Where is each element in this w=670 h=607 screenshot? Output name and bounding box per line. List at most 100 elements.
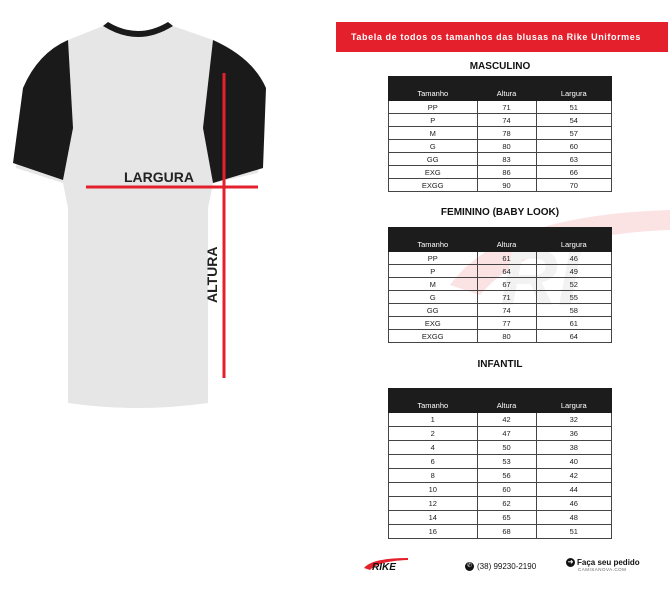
- table-cell: 67: [476, 277, 537, 291]
- table-cell: 48: [535, 510, 613, 525]
- table-cell: G: [388, 139, 478, 153]
- table-cell: M: [388, 126, 478, 140]
- infantil-title: INFANTIL: [477, 359, 523, 370]
- table-cell: 4: [388, 440, 478, 455]
- table-cell: 60: [476, 482, 537, 497]
- table-row: EXG 86 66: [388, 165, 613, 179]
- table-row: 2 47 36: [388, 426, 613, 441]
- table-cell: 50: [476, 440, 537, 455]
- table-cell: 38: [535, 440, 613, 455]
- table-row: 1 42 32: [388, 412, 613, 427]
- table-row: GG 74 58: [388, 303, 613, 317]
- column-header: Largura: [535, 76, 613, 101]
- order-label: Faça seu pedido: [577, 558, 640, 567]
- table-row: 6 53 40: [388, 454, 613, 469]
- table-cell: 68: [476, 524, 537, 539]
- title-banner: Tabela de todos os tamanhos das blusas n…: [336, 22, 668, 52]
- site-link[interactable]: CAMISANOVA.COM: [578, 567, 627, 572]
- table-cell: 80: [476, 139, 537, 153]
- table-row: G 80 60: [388, 139, 613, 153]
- table-cell: 64: [535, 329, 613, 343]
- phone-number: (38) 99230-2190: [477, 562, 537, 571]
- table-cell: G: [388, 290, 478, 304]
- feminino-title: FEMININO (BABY LOOK): [440, 207, 560, 218]
- table-cell: 49: [535, 264, 613, 278]
- table-cell: GG: [388, 152, 478, 166]
- column-header: Altura: [476, 227, 537, 252]
- table-cell: 70: [535, 178, 613, 192]
- infantil-table: Tamanho Altura Largura 1 42 32 2 47 36 4 50 38 6 53 40…: [388, 388, 613, 539]
- table-cell: PP: [388, 251, 478, 265]
- table-row: P 64 49: [388, 264, 613, 278]
- column-header: Largura: [535, 227, 613, 252]
- table-cell: 8: [388, 468, 478, 483]
- table-cell: EXG: [388, 165, 478, 179]
- table-cell: M: [388, 277, 478, 291]
- table-cell: 32: [535, 412, 613, 427]
- table-row: 8 56 42: [388, 468, 613, 483]
- table-cell: 63: [535, 152, 613, 166]
- table-cell: EXG: [388, 316, 478, 330]
- table-cell: GG: [388, 303, 478, 317]
- column-header: Altura: [476, 76, 537, 101]
- table-row: M 78 57: [388, 126, 613, 140]
- table-row: GG 83 63: [388, 152, 613, 166]
- table-cell: 57: [535, 126, 613, 140]
- table-cell: 74: [476, 113, 537, 127]
- column-header: Tamanho: [388, 76, 478, 101]
- table-row: PP 61 46: [388, 251, 613, 265]
- column-header: Altura: [476, 388, 537, 413]
- table-cell: 2: [388, 426, 478, 441]
- table-row: EXGG 90 70: [388, 178, 613, 192]
- table-row: 12 62 46: [388, 496, 613, 511]
- table-cell: 47: [476, 426, 537, 441]
- table-cell: EXGG: [388, 178, 478, 192]
- table-cell: 86: [476, 165, 537, 179]
- header-row: Tamanho Altura Largura: [388, 227, 613, 252]
- table-cell: 10: [388, 482, 478, 497]
- column-header: Largura: [535, 388, 613, 413]
- table-row: P 74 54: [388, 113, 613, 127]
- phone-icon: ✆: [465, 562, 474, 571]
- table-row: M 67 52: [388, 277, 613, 291]
- height-label: ALTURA: [204, 246, 220, 303]
- table-row: 16 68 51: [388, 524, 613, 539]
- table-cell: 64: [476, 264, 537, 278]
- table-cell: 40: [535, 454, 613, 469]
- table-row: EXGG 80 64: [388, 329, 613, 343]
- table-row: PP 71 51: [388, 100, 613, 114]
- feminino-table: Tamanho Altura Largura PP 61 46 P 64 49 M 67 52 G 71 5…: [388, 227, 613, 343]
- rike-logo: RIKE: [362, 556, 410, 574]
- table-row: EXG 77 61: [388, 316, 613, 330]
- table-cell: 42: [535, 468, 613, 483]
- table-cell: 51: [535, 524, 613, 539]
- table-cell: 36: [535, 426, 613, 441]
- table-cell: 44: [535, 482, 613, 497]
- table-cell: PP: [388, 100, 478, 114]
- table-cell: 71: [476, 290, 537, 304]
- table-row: 4 50 38: [388, 440, 613, 455]
- table-cell: 65: [476, 510, 537, 525]
- column-header: Tamanho: [388, 388, 478, 413]
- table-cell: 6: [388, 454, 478, 469]
- table-row: 14 65 48: [388, 510, 613, 525]
- table-cell: 56: [476, 468, 537, 483]
- width-label: LARGURA: [124, 169, 194, 185]
- table-cell: 58: [535, 303, 613, 317]
- table-cell: 42: [476, 412, 537, 427]
- table-cell: 55: [535, 290, 613, 304]
- table-cell: 83: [476, 152, 537, 166]
- masculino-table: Tamanho Altura Largura PP 71 51 P 74 54 M 78 57 G 80 6…: [388, 76, 613, 192]
- table-cell: 1: [388, 412, 478, 427]
- column-header: Tamanho: [388, 227, 478, 252]
- table-row: G 71 55: [388, 290, 613, 304]
- table-cell: 74: [476, 303, 537, 317]
- table-cell: 14: [388, 510, 478, 525]
- svg-text:RIKE: RIKE: [372, 562, 396, 572]
- table-cell: 71: [476, 100, 537, 114]
- table-cell: 78: [476, 126, 537, 140]
- table-cell: 61: [476, 251, 537, 265]
- arrow-right-icon: ➜: [566, 558, 575, 567]
- table-cell: 80: [476, 329, 537, 343]
- table-cell: 51: [535, 100, 613, 114]
